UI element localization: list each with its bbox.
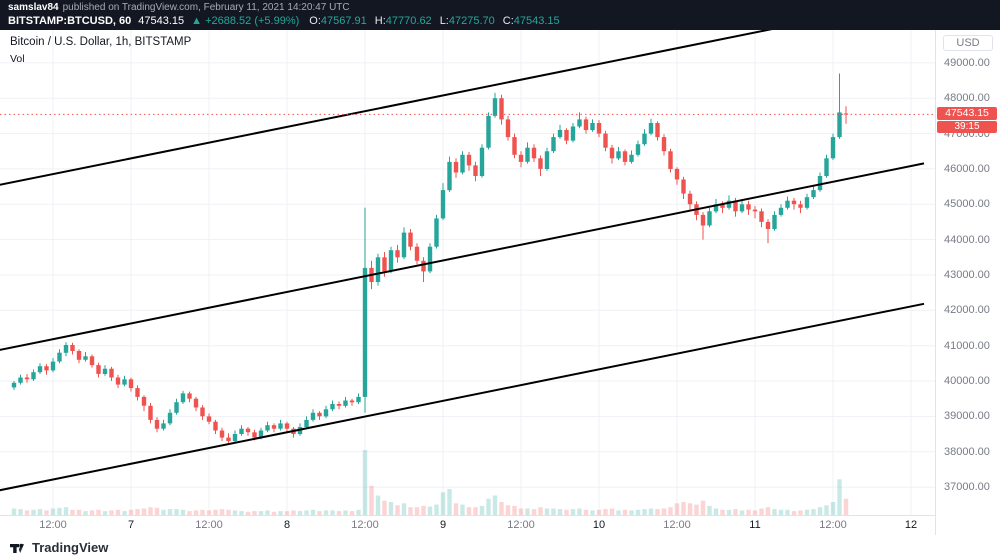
price-axis-label: 37000.00 bbox=[944, 481, 990, 493]
price-change: ▲ +2688.52 (+5.99%) bbox=[191, 15, 300, 27]
bar-countdown-badge: 39:15 bbox=[937, 121, 997, 133]
time-axis-label: 12 bbox=[904, 519, 918, 531]
time-axis-label: 12:00 bbox=[507, 519, 535, 531]
price-axis-label: 43000.00 bbox=[944, 269, 990, 281]
close-value: 47543.15 bbox=[513, 15, 560, 27]
low-value: 47275.70 bbox=[448, 15, 495, 27]
open-value: 47567.91 bbox=[320, 15, 367, 27]
price-axis-label: 49000.00 bbox=[944, 57, 990, 69]
time-axis-label: 9 bbox=[439, 519, 447, 531]
time-axis-label: 8 bbox=[283, 519, 291, 531]
time-axis-label: 12:00 bbox=[663, 519, 691, 531]
chart-left-column: Bitcoin / U.S. Dollar, 1h, BITSTAMP Vol … bbox=[0, 30, 935, 535]
price-axis-label: 46000.00 bbox=[944, 163, 990, 175]
price-axis-label: 41000.00 bbox=[944, 340, 990, 352]
time-axis-label: 11 bbox=[749, 519, 761, 531]
price-axis-label: 45000.00 bbox=[944, 198, 990, 210]
time-axis-label: 7 bbox=[127, 519, 135, 531]
chart-legend[interactable]: Bitcoin / U.S. Dollar, 1h, BITSTAMP Vol bbox=[10, 36, 191, 65]
time-axis-label: 12:00 bbox=[819, 519, 847, 531]
low-pair: L:47275.70 bbox=[440, 15, 495, 28]
quote-row: BITSTAMP:BTCUSD, 60 47543.15 ▲ +2688.52 … bbox=[8, 15, 992, 28]
time-axis-label: 12:00 bbox=[351, 519, 379, 531]
price-axis-label: 39000.00 bbox=[944, 410, 990, 422]
volume-legend-label[interactable]: Vol bbox=[10, 53, 25, 65]
time-axis-label: 12:00 bbox=[195, 519, 223, 531]
published-header: samslav84 published on TradingView.com, F… bbox=[0, 0, 1000, 30]
high-pair: H:47770.62 bbox=[375, 15, 432, 28]
close-label: C: bbox=[502, 15, 514, 27]
high-value: 47770.62 bbox=[385, 15, 432, 27]
time-axis-label: 10 bbox=[592, 519, 606, 531]
low-label: L: bbox=[439, 15, 449, 27]
chart-region: Bitcoin / U.S. Dollar, 1h, BITSTAMP Vol … bbox=[0, 30, 1000, 535]
last-price-badge: 47543.15 bbox=[937, 107, 997, 120]
time-axis-label: 12:00 bbox=[39, 519, 67, 531]
candlestick-chart[interactable] bbox=[0, 30, 935, 515]
tradingview-logo-icon[interactable] bbox=[8, 539, 26, 557]
open-pair: O:47567.91 bbox=[309, 15, 367, 28]
author-name: samslav84 bbox=[8, 2, 59, 13]
price-axis-label: 44000.00 bbox=[944, 234, 990, 246]
price-axis-label: 38000.00 bbox=[944, 446, 990, 458]
footer-bar: TradingView bbox=[0, 535, 1000, 560]
last-price: 47543.15 bbox=[138, 15, 185, 27]
symbol-label: BITSTAMP:BTCUSD, 60 bbox=[8, 15, 132, 27]
price-axis[interactable]: USD 47543.15 39:15 49000.00 48000.00 47000… bbox=[935, 30, 1000, 535]
time-axis[interactable]: 12:00 7 12:00 8 12:00 9 12:00 10 12:00 11 12:00 12 bbox=[0, 515, 935, 535]
tradingview-brand[interactable]: TradingView bbox=[32, 540, 109, 555]
open-label: O: bbox=[309, 15, 321, 27]
publish-text: published on TradingView.com, February 1… bbox=[62, 2, 350, 13]
high-label: H: bbox=[374, 15, 386, 27]
publish-info: samslav84 published on TradingView.com, F… bbox=[8, 2, 992, 14]
price-axis-label: 40000.00 bbox=[944, 375, 990, 387]
legend-title[interactable]: Bitcoin / U.S. Dollar, 1h, BITSTAMP bbox=[10, 36, 192, 48]
chart-canvas[interactable]: Bitcoin / U.S. Dollar, 1h, BITSTAMP Vol bbox=[0, 30, 935, 515]
close-pair: C:47543.15 bbox=[503, 15, 560, 28]
price-axis-label: 48000.00 bbox=[944, 92, 990, 104]
price-axis-label: 42000.00 bbox=[944, 304, 990, 316]
currency-badge: USD bbox=[943, 35, 993, 51]
